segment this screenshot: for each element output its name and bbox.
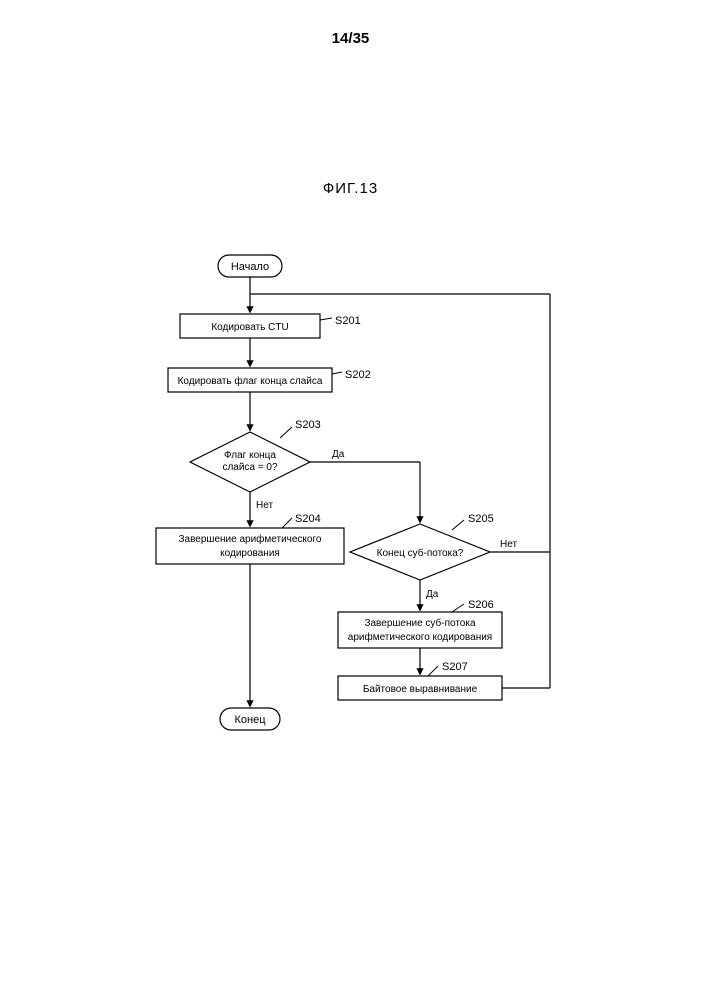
s205-yes: Да <box>426 589 439 600</box>
s206-text-1: Завершение суб-потока <box>364 617 476 629</box>
s203-text-2: слайса = 0? <box>222 462 278 473</box>
s203-label: S203 <box>295 419 321 431</box>
s204-text-1: Завершение арифметического <box>179 533 322 545</box>
s203-diamond: Флаг конца слайса = 0? <box>190 432 310 492</box>
s206-label: S206 <box>468 599 494 611</box>
s207-box: Байтовое выравнивание <box>338 676 502 700</box>
s204-box: Завершение арифметического кодирования <box>156 528 344 564</box>
s205-diamond: Конец суб-потока? <box>350 524 490 580</box>
s202-text: Кодировать флаг конца слайса <box>178 375 323 387</box>
s205-no: Нет <box>500 539 517 550</box>
start-label: Начало <box>231 261 269 273</box>
s203-text-1: Флаг конца <box>224 450 276 461</box>
s207-label: S207 <box>442 661 468 673</box>
page: 14/35 ФИГ.13 Начало Кодировать CTU S201 … <box>0 0 701 1000</box>
s203-yes: Да <box>332 449 345 460</box>
s204-label: S204 <box>295 513 321 525</box>
s201-label: S201 <box>335 315 361 327</box>
s202-box: Кодировать флаг конца слайса <box>168 368 332 392</box>
s201-text: Кодировать CTU <box>211 322 288 333</box>
s206-box: Завершение суб-потока арифметического ко… <box>338 612 502 648</box>
s205-text: Конец суб-потока? <box>377 547 464 559</box>
s202-label: S202 <box>345 369 371 381</box>
s203-no: Нет <box>256 500 273 511</box>
s206-text-2: арифметического кодирования <box>348 631 492 643</box>
flowchart-svg: Начало Кодировать CTU S201 Кодировать фл… <box>120 250 600 810</box>
s204-text-2: кодирования <box>220 548 280 559</box>
s207-text: Байтовое выравнивание <box>363 684 478 695</box>
end-label: Конец <box>234 714 266 726</box>
page-number: 14/35 <box>0 30 701 47</box>
figure-title: ФИГ.13 <box>0 180 701 197</box>
s201-box: Кодировать CTU <box>180 314 320 338</box>
end-node: Конец <box>220 708 280 730</box>
s205-label: S205 <box>468 513 494 525</box>
start-node: Начало <box>218 255 282 277</box>
